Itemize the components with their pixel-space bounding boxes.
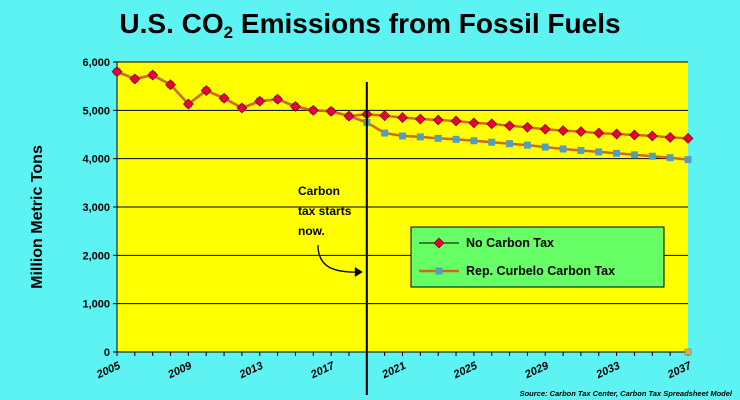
x-tick-label: 2025 xyxy=(451,359,480,381)
no-tax-point xyxy=(575,126,587,138)
chart-title: U.S. CO2 Emissions from Fossil Fuels xyxy=(0,8,740,43)
x-tick-label: 2021 xyxy=(380,360,408,382)
no-tax-point xyxy=(539,123,551,135)
legend-box xyxy=(410,226,665,288)
no-tax-point xyxy=(646,130,658,142)
y-tick-label: 1,000 xyxy=(82,299,110,311)
x-tick-label: 2029 xyxy=(522,359,551,381)
no-tax-point xyxy=(236,102,248,114)
no-tax-point xyxy=(200,85,212,96)
no-tax-point xyxy=(521,121,533,133)
no-tax-point xyxy=(557,125,569,137)
no-tax-point xyxy=(432,114,444,126)
source-note: Source: Carbon Tax Center, Carbon Tax Sp… xyxy=(519,389,732,398)
legend-marker-tax xyxy=(435,267,443,275)
annotation-line: now. xyxy=(298,224,325,238)
y-tick-label: 6,000 xyxy=(82,57,110,69)
no-tax-point xyxy=(129,73,141,85)
no-tax-point xyxy=(504,120,515,132)
x-tick-label: 2013 xyxy=(237,360,265,382)
no-tax-point xyxy=(664,131,676,143)
no-tax-point xyxy=(290,101,301,112)
no-tax-point xyxy=(682,132,694,144)
no-tax-point xyxy=(379,110,391,122)
no-tax-point xyxy=(165,79,176,91)
no-tax-point xyxy=(486,118,498,130)
tax-point xyxy=(559,145,567,153)
x-tick-label: 2017 xyxy=(308,359,337,381)
y-tick-label: 3,000 xyxy=(82,202,110,214)
legend-marker-no-tax xyxy=(433,237,445,249)
tax-point xyxy=(595,148,603,156)
y-tick-label: 4,000 xyxy=(82,154,110,166)
no-tax-point xyxy=(272,93,284,105)
tax-point xyxy=(452,135,460,143)
legend-label-tax: Rep. Curbelo Carbon Tax xyxy=(466,264,615,278)
no-tax-point xyxy=(611,128,623,140)
tax-point xyxy=(630,151,638,159)
tax-point xyxy=(541,143,549,151)
no-tax-point xyxy=(111,66,123,78)
tax-point xyxy=(381,129,389,137)
no-tax-point xyxy=(307,104,319,116)
no-tax-point xyxy=(325,105,337,117)
no-tax-point xyxy=(468,117,480,129)
annotation-arrowhead xyxy=(354,267,363,277)
tax-point xyxy=(577,146,585,154)
no-tax-point xyxy=(414,113,426,125)
legend-label-no-tax: No Carbon Tax xyxy=(466,236,554,250)
tax-point xyxy=(488,138,496,146)
no-tax-point xyxy=(629,129,640,141)
tax-point xyxy=(416,133,424,141)
no-tax-point xyxy=(218,92,230,104)
tax-point xyxy=(470,137,478,145)
no-tax-point xyxy=(450,115,462,127)
y-tick-label: 5,000 xyxy=(82,105,110,117)
x-tick-label: 2037 xyxy=(665,359,694,381)
tax-point xyxy=(506,140,514,148)
x-tick-label: 2005 xyxy=(94,359,123,381)
tax-point xyxy=(434,134,442,142)
y-axis-title: Million Metric Tons xyxy=(29,145,46,289)
y-tick-label: 2,000 xyxy=(82,250,110,262)
tax-point xyxy=(684,156,692,164)
no-tax-point xyxy=(343,110,355,122)
no-tax-point xyxy=(397,112,408,124)
no-tax-point xyxy=(254,95,266,107)
annotation-line: tax starts xyxy=(298,204,352,218)
x-tick-label: 2009 xyxy=(165,359,194,381)
y-tick-label: 0 xyxy=(104,347,110,359)
stray-point xyxy=(684,348,692,356)
title-main: U.S. CO xyxy=(119,8,224,39)
annotation-arrow xyxy=(317,244,361,273)
title-subscript: 2 xyxy=(223,23,234,42)
tax-point xyxy=(523,141,531,149)
no-tax-point xyxy=(147,69,159,81)
annotation-line: Carbon xyxy=(298,184,340,198)
no-tax-point xyxy=(182,98,194,110)
title-rest: Emissions from Fossil Fuels xyxy=(233,8,621,39)
tax-point xyxy=(399,132,406,140)
x-tick-label: 2033 xyxy=(594,360,622,382)
tax-point xyxy=(666,154,674,162)
no-tax-point xyxy=(593,127,605,139)
tax-point xyxy=(648,152,656,160)
tax-point xyxy=(613,149,621,157)
